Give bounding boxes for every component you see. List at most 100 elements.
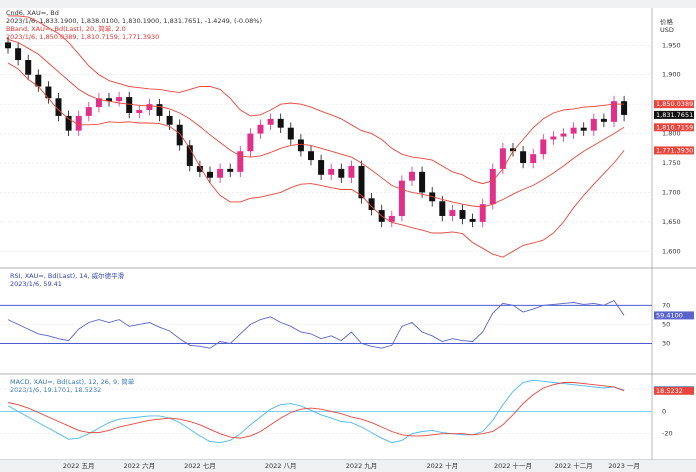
value-tag xyxy=(654,146,694,155)
value-tag xyxy=(654,100,694,109)
candle-body xyxy=(308,151,314,161)
overlay-title: BBand, XAU=, Bd(Last), 20, 简单, 2.0 xyxy=(6,24,126,33)
candle-body xyxy=(25,60,32,75)
candle-body xyxy=(419,171,426,193)
candle-body xyxy=(358,165,365,199)
series-line xyxy=(7,62,625,258)
close-tag-label: 1,831.7651 xyxy=(656,111,693,119)
candle-body xyxy=(388,215,395,222)
rsi-title: RSI, XAU=, Bd(Last), 14, 威尔德平滑 xyxy=(10,271,125,280)
candle-body xyxy=(459,210,466,219)
x-tick-label: 2022 六月 xyxy=(123,461,155,470)
candle-body xyxy=(65,115,72,131)
candle-body xyxy=(146,104,153,111)
candle-body xyxy=(550,136,557,140)
series-line xyxy=(8,15,625,185)
candle-body xyxy=(449,210,456,216)
y-tick-label: 1,600 xyxy=(662,247,681,255)
top-strip xyxy=(0,0,696,8)
candle-body xyxy=(439,201,446,216)
candle-body xyxy=(45,86,52,99)
candle-body xyxy=(600,118,607,122)
close-tag xyxy=(654,110,694,119)
value-tag-label: 1,771.3930 xyxy=(656,146,693,154)
x-tick-label: 2023 一月 xyxy=(608,462,640,470)
candle-body xyxy=(15,48,22,61)
chart-title: Cnd6, XAU=, Bd xyxy=(6,9,59,17)
value-tag-label: 1,810.7159 xyxy=(656,123,693,131)
candle-body xyxy=(207,171,213,178)
candle-body xyxy=(489,168,496,205)
candle-body xyxy=(267,118,274,125)
candle-body xyxy=(520,151,527,164)
candle-body xyxy=(166,115,173,125)
candle-body xyxy=(176,124,183,146)
candle-body xyxy=(126,97,133,113)
candle-body xyxy=(287,127,294,140)
x-axis-strip xyxy=(0,460,696,472)
candle-body xyxy=(35,74,42,87)
y-tick-label: 1,650 xyxy=(662,218,681,226)
candle-body xyxy=(368,198,375,211)
y-tick-label: 1,800 xyxy=(662,130,681,138)
candle-body xyxy=(237,151,244,172)
candle-body xyxy=(227,168,234,172)
candle-body xyxy=(75,115,82,131)
y-tick-label: 1,700 xyxy=(662,188,681,196)
candle-body xyxy=(398,180,405,216)
candle-body xyxy=(116,97,123,102)
candle-body xyxy=(338,168,345,178)
series-line xyxy=(7,300,625,349)
overlay-subtitle: 2023/1/6, 1,850.0389, 1,810.7159, 1,771.… xyxy=(6,33,159,41)
candle-body xyxy=(479,204,486,222)
y-tick-label: -20 xyxy=(662,430,673,438)
candle-body xyxy=(257,124,264,134)
candle-body xyxy=(196,165,203,172)
candle-body xyxy=(621,101,628,115)
rsi-subtitle: 2023/1/6, 59.41 xyxy=(10,280,62,288)
series-line xyxy=(7,38,625,208)
candle-body xyxy=(580,127,587,131)
candle-body xyxy=(95,98,102,108)
y-tick-label: 1,950 xyxy=(662,41,681,49)
x-tick-label: 2022 十二月 xyxy=(555,461,593,470)
axis-unit: USD xyxy=(660,26,674,34)
candle-body xyxy=(560,133,567,137)
y-tick-label: 1,900 xyxy=(662,71,681,79)
x-tick-label: 2022 十月 xyxy=(426,461,458,470)
candle-body xyxy=(136,110,143,113)
candle-body xyxy=(55,98,62,116)
candle-body xyxy=(348,165,355,178)
candle-body xyxy=(297,139,304,152)
candle-body xyxy=(247,133,254,152)
candle-body xyxy=(277,118,284,128)
candle-body xyxy=(570,127,577,134)
y-tick-label: 1,750 xyxy=(662,159,681,167)
candle-body xyxy=(530,154,537,164)
macd-subtitle: 2023/1/6, 19.1701, 18.5232 xyxy=(10,386,101,394)
x-tick-label: 2022 八月 xyxy=(265,462,297,470)
value-tag xyxy=(654,386,694,395)
y-tick-label: 50 xyxy=(662,320,670,328)
candle-body xyxy=(106,98,112,102)
candle-body xyxy=(469,218,476,222)
value-tag-label: 59.4100 xyxy=(656,311,683,319)
candle-body xyxy=(5,42,11,49)
candle-body xyxy=(318,160,325,175)
value-tag xyxy=(654,311,694,320)
value-tag xyxy=(654,123,694,132)
chart-subtitle: 2023/1/6, 1,833.1900, 1,838.0100, 1,830.… xyxy=(6,17,262,25)
value-tag-label: 1,850.0389 xyxy=(656,100,693,108)
x-tick-label: 2022 十一月 xyxy=(494,461,532,470)
candle-body xyxy=(186,145,193,166)
candle-body xyxy=(328,168,335,175)
x-tick-label: 2022 五月 xyxy=(63,462,95,470)
candle-body xyxy=(510,148,516,152)
x-tick-label: 2022 七月 xyxy=(184,461,216,470)
candle-body xyxy=(217,168,224,178)
candle-body xyxy=(156,104,163,116)
macd-title: MACD, XAU=, Bd(Last), 12, 26, 9, 简单 xyxy=(10,377,135,386)
candle-body xyxy=(611,101,617,122)
value-tag-label: 18.5232 xyxy=(656,387,683,395)
